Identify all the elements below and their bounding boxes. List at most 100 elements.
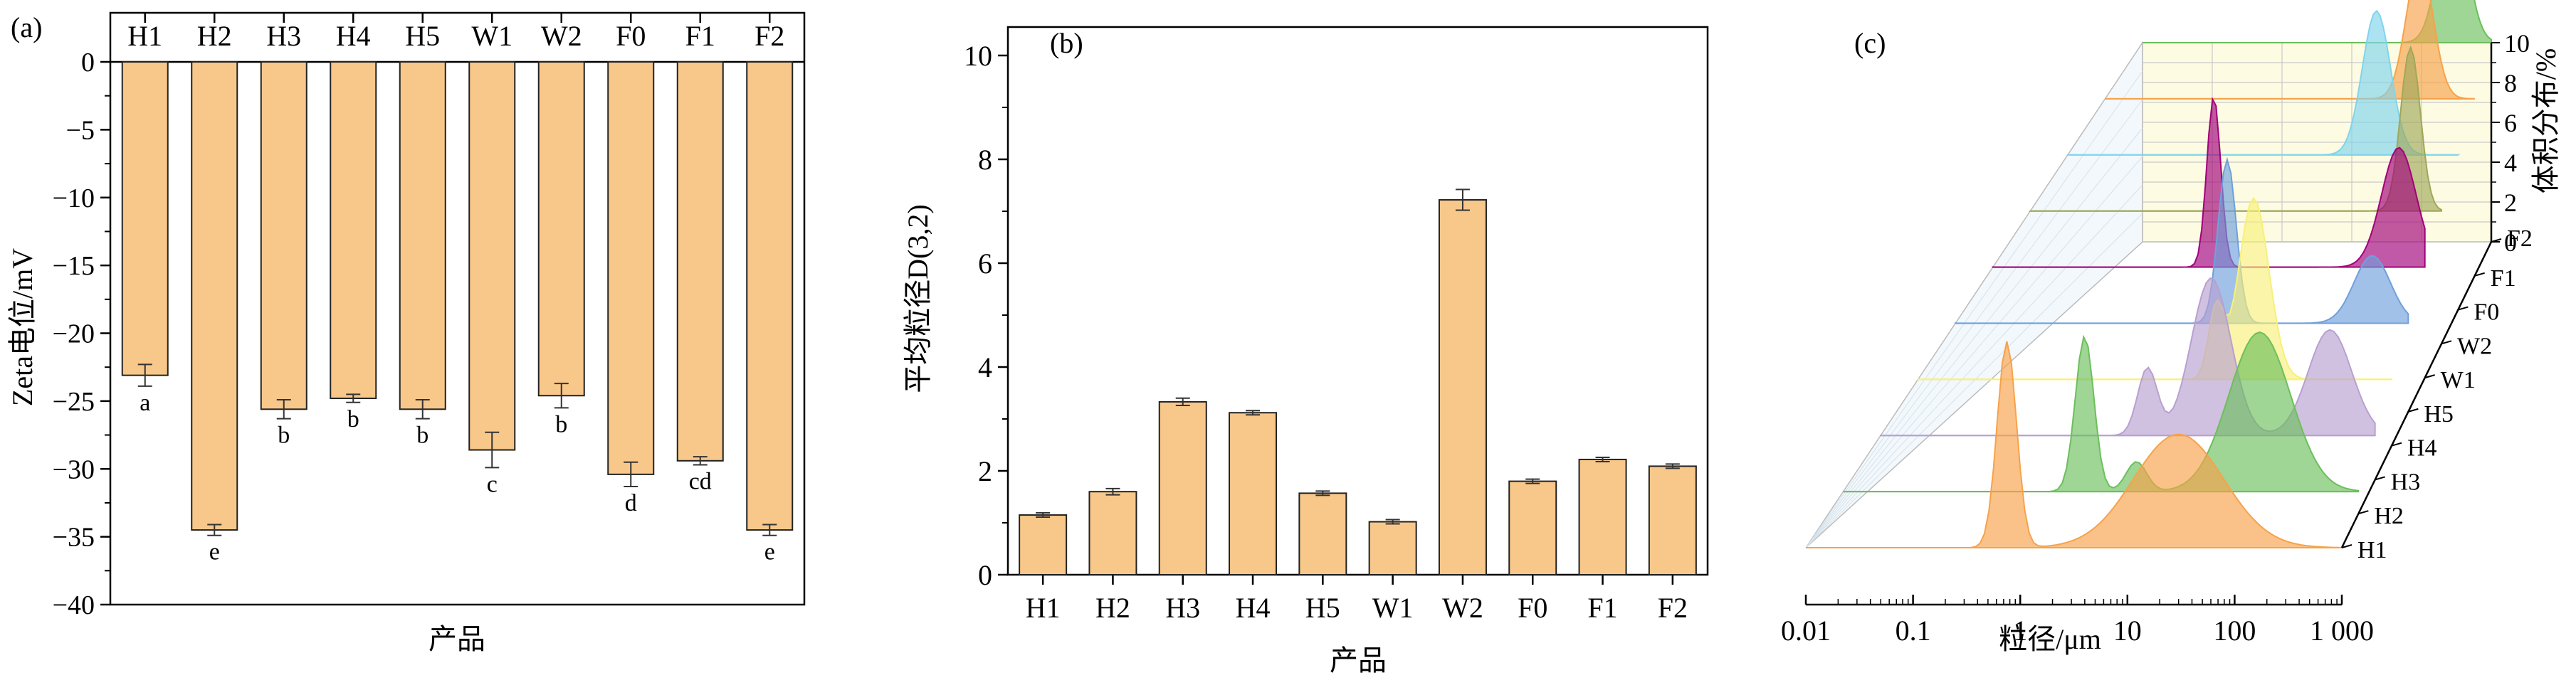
panel-b-xtick-label: F1 — [1587, 592, 1617, 624]
panel-c-xtick-label: 1 — [2013, 615, 2027, 647]
panel-c-xtick-label: 0.1 — [1896, 615, 1931, 647]
panel-c-depth-tick — [2424, 374, 2435, 379]
panel-a-sig-letter: e — [209, 539, 220, 565]
panel-a-bar-H2 — [191, 61, 238, 531]
panel-b-bar-F2 — [1648, 465, 1697, 575]
panel-c-xtick-label: 0.01 — [1781, 615, 1831, 647]
panel-a-ytick-label: 0 — [81, 48, 95, 78]
panel-a-label: (a) — [11, 11, 42, 43]
panel-b-xtick-label: F2 — [1658, 592, 1688, 624]
panel-c-depth-tick — [2375, 476, 2385, 481]
panel-b-label: (b) — [1050, 27, 1083, 59]
panel-c-ztick-label: 0 — [2504, 228, 2517, 257]
panel-b-bar-H4 — [1229, 412, 1278, 575]
panel-c-ztick-label: 6 — [2504, 109, 2517, 137]
panel-a-bar-F2 — [746, 61, 794, 531]
panel-a-ylabel: Zeta电位/mV — [6, 248, 38, 406]
panel-a-ytick-label: −35 — [53, 523, 95, 553]
panel-c-ztick-label: 4 — [2504, 149, 2517, 177]
panel-c-series-label-W2: W2 — [2457, 333, 2492, 359]
panel-a-ytick-label: −30 — [53, 455, 95, 484]
panel-a-bar-H5 — [399, 61, 446, 410]
panel-c-left-gridline — [1805, 127, 2143, 548]
panel-c-series-label-F0: F0 — [2474, 299, 2499, 326]
panel-b-frame — [1006, 26, 1709, 576]
panel-b-bar-H1 — [1019, 514, 1068, 575]
panel-a-sig-letter: b — [555, 411, 567, 437]
panel-b-xtick-label: H5 — [1305, 592, 1340, 624]
panel-c-depth-tick — [2458, 306, 2469, 311]
panel-a-xtick-label: H4 — [336, 20, 371, 52]
panel-a-sig-letter: b — [278, 423, 290, 449]
panel-c-series-label-W1: W1 — [2441, 367, 2476, 393]
panel-b: (b) 0 2 4 6 8 10 H1 H2 H3 H4 H5 W1 W2 F0 F1 F2 平均粒径D(3,… — [902, 26, 1709, 676]
panel-b-xtick-label: W1 — [1372, 592, 1414, 624]
panel-b-xtick-label: H4 — [1236, 592, 1271, 624]
panel-c-series-label-H5: H5 — [2424, 401, 2454, 427]
panel-a-xtick-label: H5 — [405, 20, 440, 52]
panel-a-bar-W1 — [468, 61, 516, 451]
panel-b-bar-H3 — [1158, 400, 1207, 575]
panel-a-xtick-label: W1 — [471, 20, 512, 52]
panel-b-xtick-label: W2 — [1442, 592, 1483, 624]
panel-a-xtick-label: H2 — [197, 20, 232, 52]
panel-c-ztick-label: 8 — [2504, 69, 2517, 97]
panel-c-left-gridline — [1805, 70, 2143, 548]
panel-b-xtick-label: H1 — [1026, 592, 1061, 624]
panel-a-sig-letter: d — [625, 490, 637, 516]
panel-c-left-gridline — [1805, 184, 2143, 548]
panel-b-bar-F0 — [1508, 480, 1557, 575]
panel-c-series-label-F2: F2 — [2507, 225, 2533, 252]
panel-a-bar-F1 — [676, 61, 724, 462]
panel-c-label: (c) — [1854, 27, 1886, 59]
panel-b-xtick-label: H2 — [1095, 592, 1130, 624]
panel-a-sig-letter: cd — [689, 469, 712, 495]
panel-a-xtick-label: F1 — [685, 20, 715, 52]
panel-a-ytick-label: −25 — [53, 387, 95, 417]
panel-c-xtick-label: 100 — [2213, 615, 2256, 647]
panel-c-ztick-label: 2 — [2504, 188, 2517, 217]
panel-c-xlabel: 粒径/μm — [1999, 623, 2101, 655]
panel-a-sig-letter: b — [347, 406, 359, 432]
panel-a-ytick-label: −40 — [53, 590, 95, 620]
panel-a-xlabel: 产品 — [429, 623, 485, 655]
panel-a-bar-H1 — [121, 61, 169, 376]
panel-a-sig-letter: e — [764, 539, 775, 565]
panel-a-bar-H4 — [330, 61, 377, 400]
panel-c-xtick-label: 10 — [2113, 615, 2142, 647]
panel-b-bar-F1 — [1578, 458, 1627, 575]
panel-a-xtick-label: H1 — [127, 20, 162, 52]
panel-c-series-label-F1: F1 — [2491, 265, 2516, 292]
panel-c-left-gridline — [1805, 156, 2143, 548]
panel-a: (a) 0 −5 −10 −15 −20 −25 −30 −35 −40 H1 H2 H3 H4 H5 W1… — [6, 11, 806, 655]
panel-a-ytick-label: −20 — [53, 319, 95, 349]
panel-b-ylabel: 平均粒径D(3,2) — [902, 204, 934, 393]
panel-b-bar-W2 — [1438, 198, 1487, 575]
panel-a-bar-W2 — [537, 61, 585, 397]
panel-a-xtick-label: F2 — [755, 20, 784, 52]
panel-c-depth-tick — [2441, 340, 2452, 345]
panel-a-xtick-label: F0 — [616, 20, 646, 52]
panel-b-bar-H2 — [1088, 491, 1137, 576]
panel-a-xtick-label: H3 — [266, 20, 301, 52]
panel-a-ytick-label: −5 — [66, 115, 95, 145]
panel-b-xtick-label: F0 — [1518, 592, 1547, 624]
panel-a-frame — [109, 11, 806, 606]
panel-c-xtick-label: 1 000 — [2310, 615, 2374, 647]
panel-a-xtick-label: W2 — [541, 20, 582, 52]
panel-b-xlabel: 产品 — [1330, 644, 1387, 676]
panel-a-bar-F0 — [607, 61, 655, 475]
panel-a-ytick-label: −10 — [53, 184, 95, 213]
panel-c-depth-tick — [2474, 272, 2485, 277]
panel-c-series-label-H1: H1 — [2357, 537, 2387, 563]
panel-a-bar-H3 — [260, 61, 307, 410]
panel-b-ytick-label: 6 — [978, 248, 992, 280]
panel-c-series-label-H2: H2 — [2374, 503, 2404, 529]
panel-c-zlabel: 体积分布/% — [2530, 48, 2562, 193]
panel-b-ytick-label: 8 — [978, 144, 992, 176]
panel-c-depth-tick — [2391, 442, 2402, 447]
panel-c-depth-tick — [2408, 408, 2419, 413]
panel-c-series-label-H3: H3 — [2391, 469, 2421, 495]
panel-c-ztick-label: 10 — [2504, 29, 2530, 58]
